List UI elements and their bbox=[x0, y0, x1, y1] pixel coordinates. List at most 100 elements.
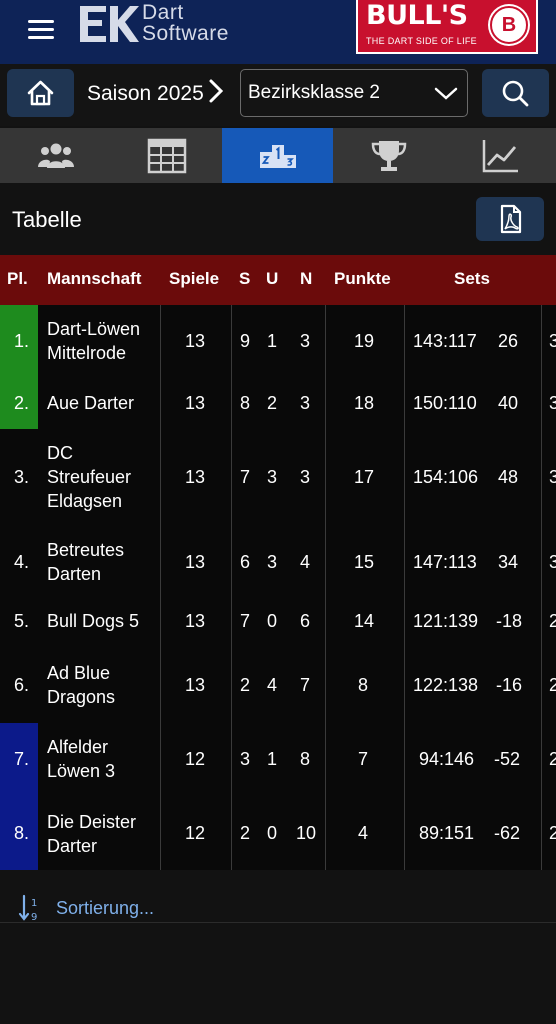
pdf-export-button[interactable] bbox=[476, 197, 544, 241]
sponsor-badge-letter: B bbox=[501, 14, 517, 36]
sponsor-badge-icon: B bbox=[490, 6, 528, 44]
table-header: Pl. Mannschaft Spiele S U N Punkte Sets bbox=[0, 255, 556, 305]
row-points: 8 bbox=[358, 675, 369, 695]
row-sets: 121:139 bbox=[413, 611, 479, 631]
row-set-diff: 40 bbox=[498, 393, 519, 413]
row-set-diff: 26 bbox=[498, 331, 519, 351]
logo-text: Dart Software bbox=[142, 2, 229, 44]
podium-icon bbox=[260, 145, 296, 168]
row-losses: 10 bbox=[296, 823, 317, 843]
season-label[interactable]: Saison 2025 bbox=[87, 82, 204, 105]
row-games: 13 bbox=[185, 552, 206, 572]
table-row[interactable]: 8. Die Deister Darter 12 2 0 10 4 89:151… bbox=[0, 797, 556, 870]
header-games[interactable]: Spiele bbox=[169, 269, 220, 288]
row-draws: 2 bbox=[267, 393, 278, 413]
header-losses[interactable]: N bbox=[300, 269, 313, 288]
row-points: 17 bbox=[354, 467, 375, 487]
search-button[interactable] bbox=[482, 69, 549, 117]
row-games: 12 bbox=[185, 823, 206, 843]
row-place: 6. bbox=[14, 675, 30, 695]
sponsor-name: BULL'S bbox=[366, 0, 468, 31]
row-team[interactable]: Aue Darter bbox=[47, 393, 135, 413]
row-wins: 8 bbox=[240, 393, 251, 413]
row-place: 5. bbox=[14, 611, 30, 631]
tab-statistics[interactable] bbox=[444, 128, 555, 183]
row-losses: 3 bbox=[300, 393, 311, 413]
row-games: 13 bbox=[185, 393, 206, 413]
row-set-diff: 48 bbox=[498, 467, 519, 487]
page-title: Tabelle bbox=[12, 207, 82, 232]
row-team[interactable]: Betreutes Darten bbox=[47, 540, 125, 584]
tab-standings[interactable] bbox=[222, 128, 333, 183]
header-team[interactable]: Mannschaft bbox=[47, 269, 142, 288]
table-row[interactable]: 4. Betreutes Darten 13 6 3 4 15 147:113 … bbox=[0, 527, 556, 601]
row-points: 18 bbox=[354, 393, 375, 413]
table-row[interactable]: 3. DC Streufeuer Eldagsen 13 7 3 3 17 15… bbox=[0, 429, 556, 527]
row-extra: 3 bbox=[549, 552, 556, 572]
teams-icon bbox=[38, 143, 74, 168]
chevron-right-icon[interactable] bbox=[206, 78, 226, 104]
header-place[interactable]: Pl. bbox=[7, 269, 28, 288]
svg-text:1: 1 bbox=[31, 898, 37, 909]
row-wins: 2 bbox=[240, 675, 251, 695]
header-wins[interactable]: S bbox=[239, 269, 251, 288]
header-sets[interactable]: Sets bbox=[454, 269, 490, 288]
table-row[interactable]: 7. Alfelder Löwen 3 12 3 1 8 7 94:146 -5… bbox=[0, 723, 556, 797]
row-sets: 150:110 bbox=[413, 393, 477, 413]
chart-icon bbox=[482, 140, 518, 173]
row-sets: 94:146 bbox=[419, 749, 475, 769]
row-extra: 2 bbox=[549, 675, 556, 695]
row-place: 4. bbox=[14, 552, 30, 572]
row-set-diff: 34 bbox=[498, 552, 519, 572]
row-place: 1. bbox=[14, 331, 30, 351]
row-team[interactable]: Ad Blue Dragons bbox=[47, 663, 116, 707]
row-draws: 3 bbox=[267, 552, 278, 572]
table-row[interactable]: 6. Ad Blue Dragons 13 2 4 7 8 122:138 -1… bbox=[0, 649, 556, 723]
sponsor-banner[interactable]: BULL'S THE DART SIDE OF LIFE B bbox=[356, 0, 538, 54]
table-row[interactable]: 2. Aue Darter 13 8 2 3 18 150:110 40 3 bbox=[0, 367, 556, 429]
tab-table[interactable] bbox=[111, 128, 222, 183]
row-place: 7. bbox=[14, 749, 30, 769]
row-games: 13 bbox=[185, 467, 206, 487]
tab-trophy[interactable] bbox=[333, 128, 444, 183]
row-losses: 3 bbox=[300, 331, 311, 351]
toolbar: Saison 2025 Bezirksklasse 2 bbox=[0, 64, 556, 126]
table-icon bbox=[147, 138, 187, 174]
row-wins: 2 bbox=[240, 823, 251, 843]
row-team[interactable]: Dart-Löwen Mittelrode bbox=[47, 319, 141, 363]
row-team[interactable]: Die Deister Darter bbox=[47, 812, 137, 856]
home-icon bbox=[27, 80, 54, 106]
sponsor-tagline: THE DART SIDE OF LIFE bbox=[366, 36, 477, 46]
table-row[interactable]: 1. Dart-Löwen Mittelrode 13 9 1 3 19 143… bbox=[0, 305, 556, 367]
pdf-icon bbox=[500, 204, 522, 234]
header-draws[interactable]: U bbox=[266, 269, 279, 288]
row-extra: 3 bbox=[549, 467, 556, 487]
trophy-icon bbox=[371, 141, 407, 171]
row-draws: 1 bbox=[267, 749, 278, 769]
row-place: 2. bbox=[14, 393, 30, 413]
row-team[interactable]: DC Streufeuer Eldagsen bbox=[47, 443, 132, 511]
row-losses: 7 bbox=[300, 675, 311, 695]
column-divider bbox=[404, 305, 405, 870]
row-losses: 3 bbox=[300, 467, 311, 487]
column-divider bbox=[541, 305, 542, 870]
sort-icon[interactable]: 1 9 bbox=[18, 894, 44, 922]
search-icon bbox=[502, 80, 529, 107]
logo-line-1: Dart bbox=[142, 1, 184, 24]
sort-link[interactable]: Sortierung... bbox=[56, 898, 155, 918]
tab-teams[interactable] bbox=[0, 128, 111, 183]
home-button[interactable] bbox=[7, 69, 74, 117]
row-draws: 1 bbox=[267, 331, 278, 351]
row-extra: 2 bbox=[549, 823, 556, 843]
row-points: 7 bbox=[358, 749, 369, 769]
header-points[interactable]: Punkte bbox=[334, 269, 391, 288]
hamburger-menu-icon[interactable] bbox=[22, 10, 60, 48]
row-sets: 154:106 bbox=[413, 467, 479, 487]
table-row[interactable]: 5. Bull Dogs 5 13 7 0 6 14 121:139 -18 2 bbox=[0, 601, 556, 663]
row-games: 13 bbox=[185, 611, 206, 631]
row-set-diff: -16 bbox=[496, 675, 523, 695]
row-team[interactable]: Bull Dogs 5 bbox=[47, 611, 140, 631]
row-games: 12 bbox=[185, 749, 206, 769]
row-team[interactable]: Alfelder Löwen 3 bbox=[47, 737, 116, 781]
league-select[interactable]: Bezirksklasse 2 bbox=[240, 69, 468, 117]
